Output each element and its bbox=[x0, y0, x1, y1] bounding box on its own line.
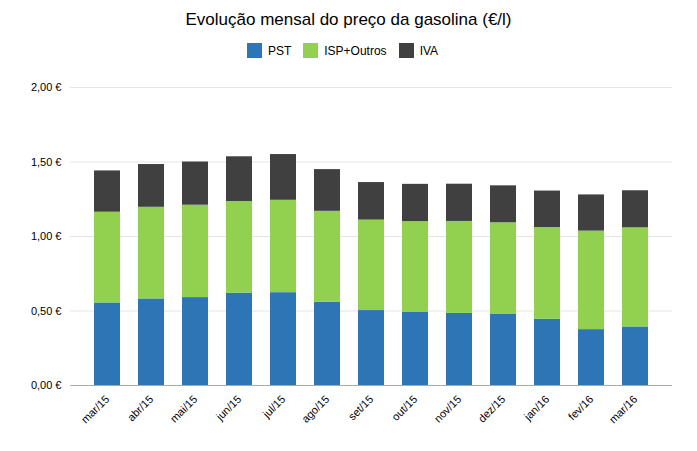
html-text:ISP+Outros: ISP+Outros bbox=[324, 43, 387, 58]
svg-text:mar/16: mar/16 bbox=[607, 393, 640, 426]
svg-text:fev/16: fev/16 bbox=[566, 393, 596, 423]
svg-text:jul/15: jul/15 bbox=[260, 393, 288, 421]
svg-text:nov/15: nov/15 bbox=[432, 393, 464, 425]
svg-text:out/15: out/15 bbox=[389, 393, 419, 423]
svg-text:dez/15: dez/15 bbox=[476, 393, 508, 425]
svg-text:mai/15: mai/15 bbox=[168, 393, 200, 425]
svg-text:jan/16: jan/16 bbox=[521, 393, 551, 423]
svg-text:0,50 €: 0,50 € bbox=[31, 305, 62, 317]
svg-text:1,00 €: 1,00 € bbox=[31, 230, 62, 242]
svg-text:ago/15: ago/15 bbox=[299, 393, 331, 425]
svg-text:abr/15: abr/15 bbox=[125, 393, 156, 424]
html-text:IVA: IVA bbox=[419, 43, 439, 58]
svg-text:2,00 €: 2,00 € bbox=[31, 81, 62, 93]
svg-text:mar/15: mar/15 bbox=[79, 393, 112, 426]
html-text:PST: PST bbox=[267, 43, 292, 58]
svg-text:0,00 €: 0,00 € bbox=[31, 379, 62, 391]
html-text:Evolução mensal do preço da ga: Evolução mensal do preço da gasolina (€/… bbox=[185, 10, 512, 29]
svg-text:jun/15: jun/15 bbox=[213, 393, 243, 423]
svg-text:1,50 €: 1,50 € bbox=[31, 156, 62, 168]
svg-text:set/15: set/15 bbox=[346, 393, 376, 423]
